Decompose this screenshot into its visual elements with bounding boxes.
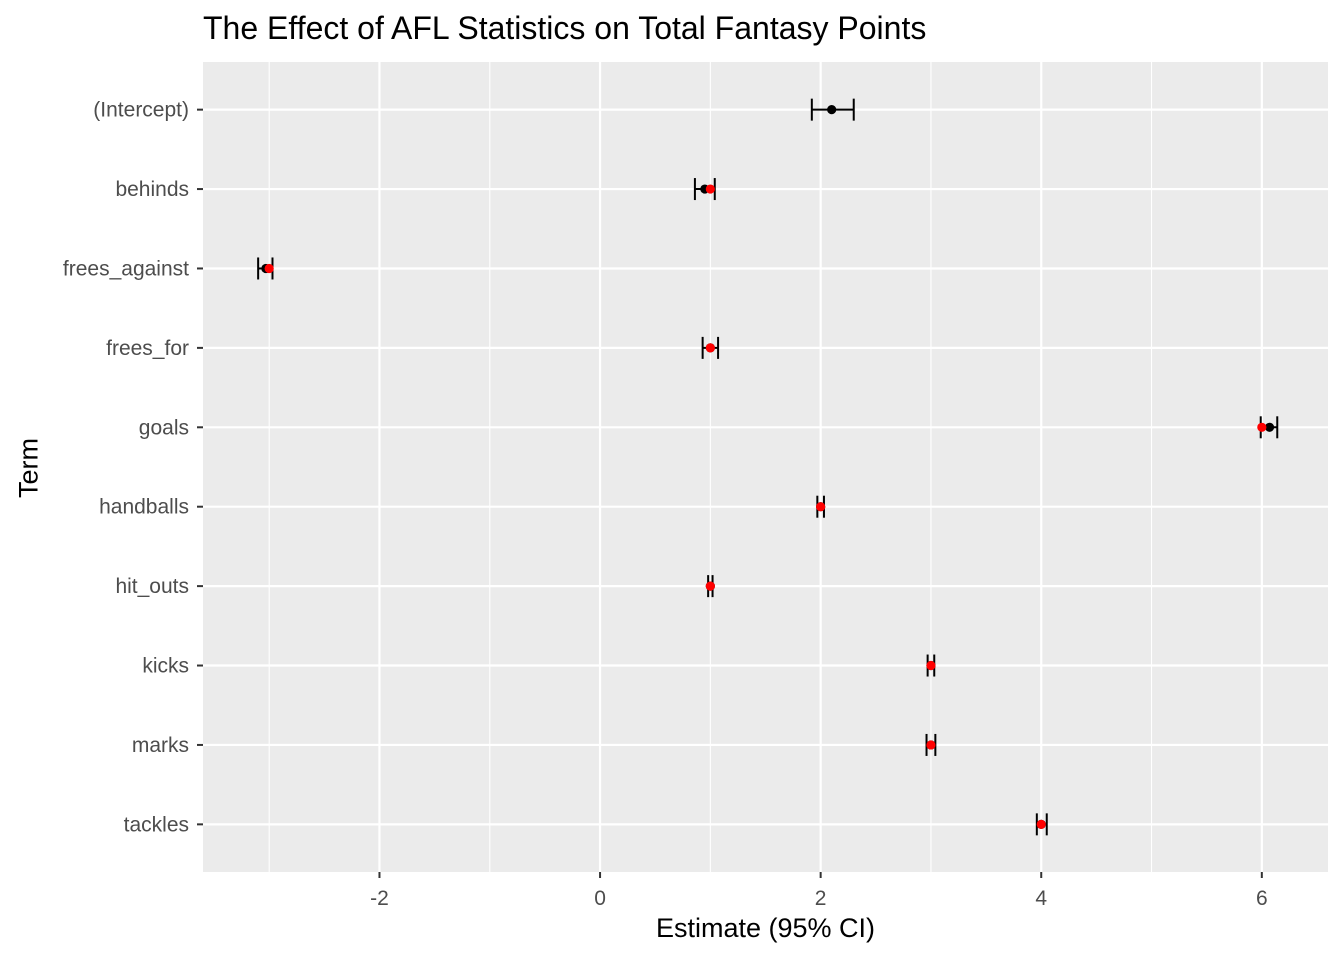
chart-title: The Effect of AFL Statistics on Total Fa… [203,10,927,46]
y-tick-label: frees_against [63,257,189,280]
y-tick-label: frees_for [106,337,189,360]
x-tick-label: 6 [1256,887,1268,910]
y-tick-label: tackles [124,813,189,836]
axes: -2 0 2 4 6 (Intercept) behinds frees_againstfre… [63,99,1268,910]
y-tick-label: marks [132,734,189,757]
y-tick-label: (Intercept) [93,99,189,122]
true-value-point [705,184,715,194]
x-tick-label: 2 [815,887,827,910]
true-value-point [264,263,274,274]
y-tick-label: behinds [115,178,189,201]
true-value-point [926,740,936,750]
estimate-point [827,105,837,115]
x-tick-label: 4 [1035,887,1047,910]
estimate-point [1264,422,1275,432]
true-value-point [816,502,826,512]
true-value-point [1257,422,1267,432]
y-tick-label: goals [139,416,189,439]
true-value-point [705,581,715,591]
panel-background [203,62,1328,872]
x-axis-label: Estimate (95% CI) [655,913,876,943]
true-value-point [926,660,936,671]
minor-grid [268,62,1153,872]
x-tick-label: 0 [594,887,606,910]
true-value-point [1036,819,1046,829]
x-tick-label: -2 [370,887,389,910]
y-tick-label: hit_outs [115,575,189,598]
y-tick-label: handballs [99,496,189,519]
chart-marks [257,98,1279,836]
y-tick-label: kicks [142,655,189,678]
true-value-point [705,343,715,353]
major-grid [203,62,1328,872]
